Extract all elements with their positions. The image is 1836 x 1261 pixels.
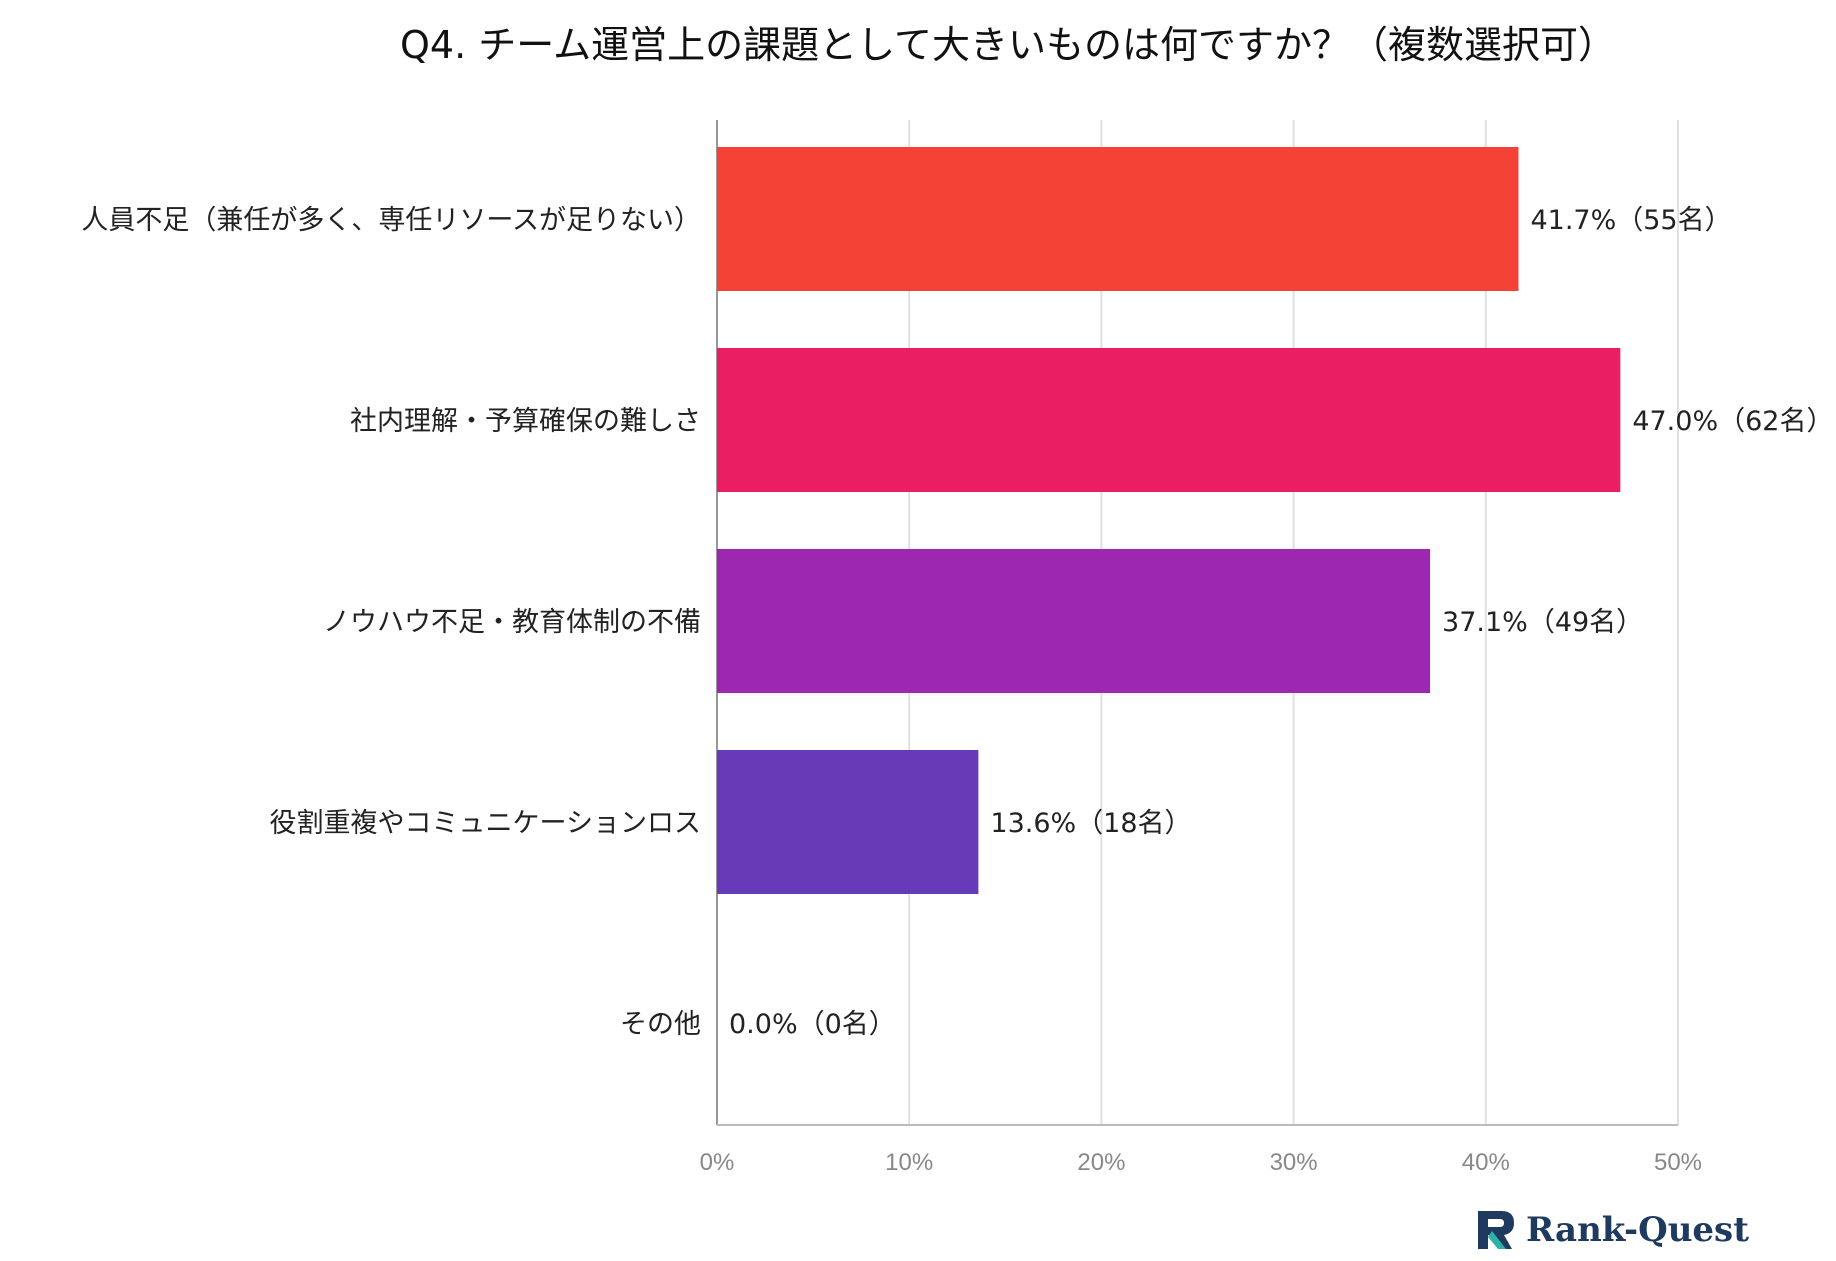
bar: [717, 549, 1431, 693]
bar: [717, 750, 979, 894]
rank-quest-logo-icon: [1478, 1211, 1514, 1249]
data-label: 0.0%（0名）: [729, 1009, 896, 1040]
data-label: 47.0%（62名）: [1632, 406, 1833, 437]
data-label: 37.1%（49名）: [1442, 607, 1643, 638]
brand-name: Rank-Quest: [1526, 1210, 1749, 1250]
category-label: 社内理解・予算確保の難しさ: [350, 406, 701, 437]
category-labels: 人員不足（兼任が多く、専任リソースが足りない） 社内理解・予算確保の難しさノウハウ…: [81, 205, 701, 1040]
category-label: 役割重複やコミュニケーションロス: [270, 808, 701, 839]
data-label: 41.7%（55名）: [1530, 205, 1731, 236]
category-label: 人員不足（兼任が多く、専任リソースが足りない）: [81, 205, 701, 236]
bar: [717, 147, 1519, 291]
x-tick-label: 20%: [1077, 1149, 1125, 1176]
x-tick-label: 40%: [1462, 1149, 1510, 1176]
category-label: ノウハウ不足・教育体制の不備: [323, 607, 701, 638]
x-tick-label: 50%: [1654, 1149, 1702, 1176]
x-tick-label: 30%: [1270, 1149, 1318, 1176]
brand-logo: Rank-Quest: [1472, 1205, 1749, 1255]
chart-title: Q4. チーム運営上の課題として大きいものは何ですか？（複数選択可）: [400, 23, 1616, 67]
x-tick-label: 0%: [700, 1149, 735, 1176]
bar: [717, 348, 1621, 492]
x-tick-labels: 0% 10% 20% 30% 40% 50%: [700, 1149, 1702, 1176]
category-label: その他: [620, 1009, 701, 1040]
data-label: 13.6%（18名）: [990, 808, 1191, 839]
x-tick-label: 10%: [885, 1149, 933, 1176]
bars: [717, 147, 1621, 894]
value-labels: 41.7%（55名） 47.0%（62名） 37.1%（49名） 13.6%（18名）…: [729, 205, 1833, 1040]
